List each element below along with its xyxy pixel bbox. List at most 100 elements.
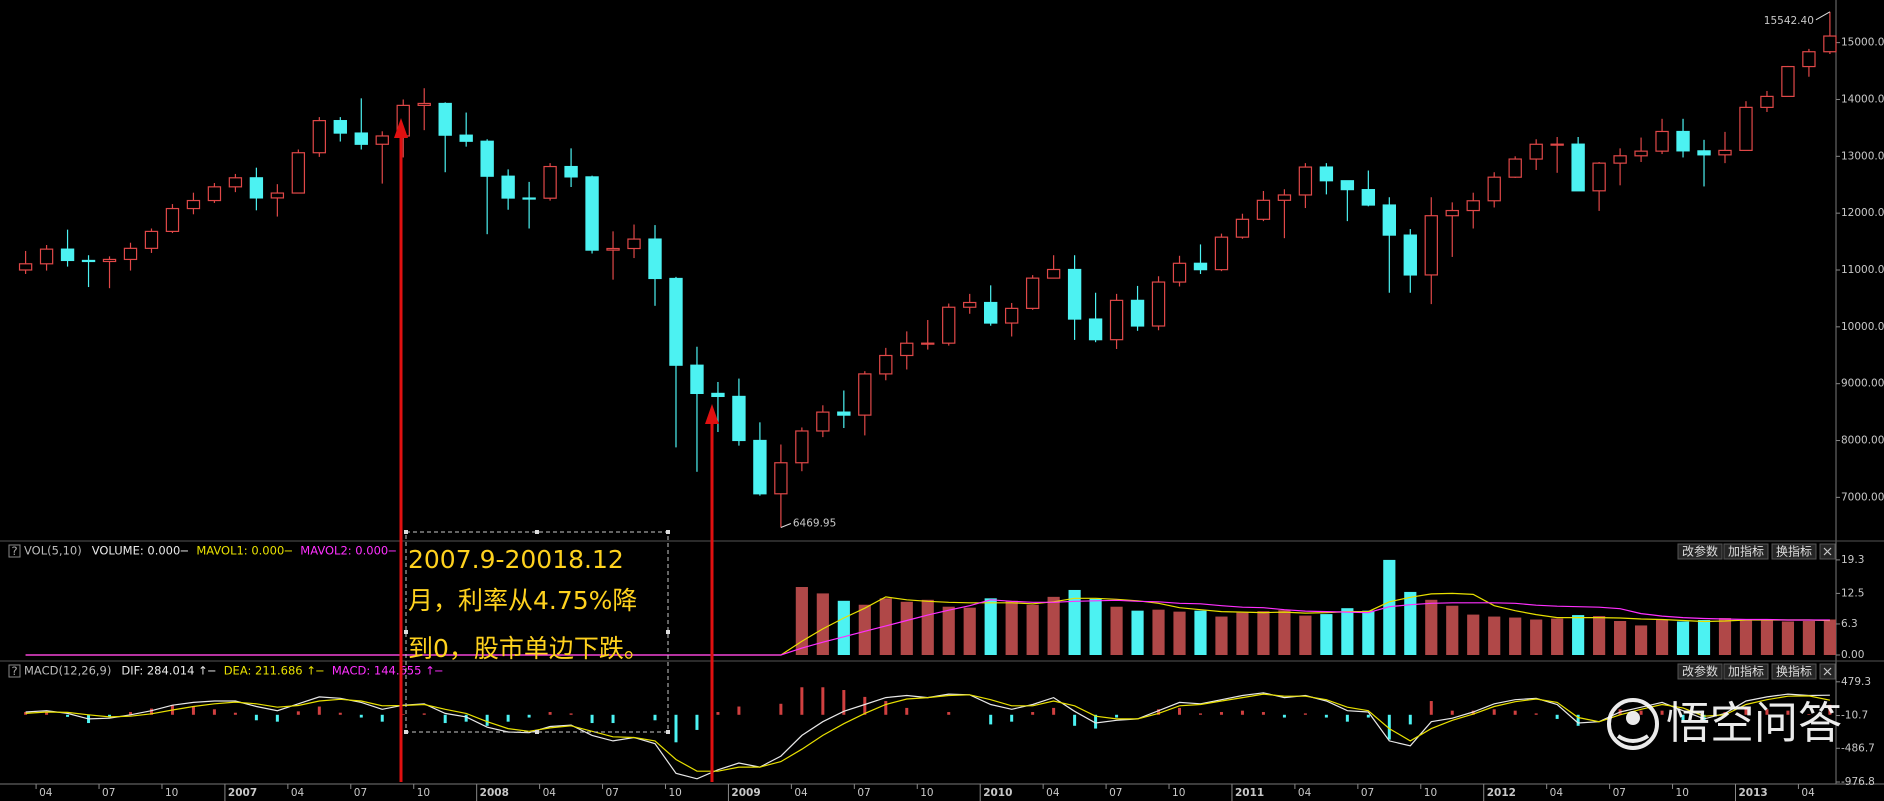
candle-body	[1067, 268, 1082, 320]
volume-bar	[1614, 621, 1627, 655]
x-tick-label: 04	[1801, 787, 1815, 799]
handle	[535, 730, 539, 734]
x-tick-label: 2009	[731, 787, 760, 799]
button[interactable]	[1771, 663, 1817, 680]
help-box[interactable]	[8, 664, 21, 678]
x-tick-label: 10	[165, 787, 178, 799]
volume-bar	[1530, 619, 1543, 655]
candle-body	[1025, 277, 1040, 309]
candle-body	[816, 411, 830, 432]
x-tick-label: 04	[1550, 787, 1564, 799]
header-sep: −	[283, 544, 293, 558]
candle-body	[354, 132, 368, 145]
y-tick-label: 15000.00	[1841, 37, 1884, 49]
y-tick-label: 0.00	[1841, 649, 1864, 661]
x-tick-label: 10	[920, 787, 933, 799]
candle-body	[1487, 176, 1501, 202]
volume-bar	[1194, 610, 1207, 655]
candle-body	[186, 199, 201, 210]
button-label[interactable]: 改参数	[1682, 544, 1718, 559]
x-tick-label: 10	[1172, 787, 1185, 799]
y-tick-label: 6.3	[1841, 618, 1858, 630]
candle-body	[1718, 149, 1732, 156]
candle-body	[1298, 166, 1313, 196]
button[interactable]	[1677, 663, 1723, 680]
button-label[interactable]: 换指标	[1776, 664, 1812, 679]
x-tick-label: 07	[606, 787, 619, 799]
volume-bar	[1781, 621, 1795, 655]
volume-bar	[1593, 616, 1606, 655]
arrow-head	[705, 404, 719, 424]
candle-body	[1592, 162, 1606, 192]
logo	[1616, 734, 1650, 743]
volume-bar	[1173, 611, 1186, 655]
label-leader	[1815, 11, 1831, 21]
button[interactable]	[1723, 543, 1769, 560]
candle-body	[417, 102, 431, 106]
candle-body	[18, 263, 33, 271]
button[interactable]	[1771, 543, 1817, 560]
button-label[interactable]: 改参数	[1682, 664, 1718, 679]
candle-body	[1529, 143, 1543, 160]
button[interactable]	[1677, 543, 1723, 560]
button[interactable]	[1723, 663, 1769, 680]
low-label: 6469.95	[793, 517, 836, 529]
candle-body	[1172, 262, 1187, 283]
volume-bar	[879, 598, 892, 655]
logo	[1626, 711, 1640, 725]
header-item: MAVOL2: 0.000	[300, 544, 388, 558]
help-icon[interactable]: ?	[11, 664, 17, 678]
note-line: 月，利率从4.75%降	[408, 586, 637, 615]
help-box[interactable]	[8, 544, 21, 558]
candle-body	[270, 192, 285, 199]
candle-body	[921, 342, 935, 345]
high-label: 15542.40	[1764, 15, 1814, 27]
volume-bar	[942, 606, 955, 655]
candle-body	[984, 301, 998, 324]
x-tick-label: 2012	[1487, 787, 1516, 799]
x-tick-label: 2007	[228, 787, 257, 799]
candle-body	[144, 230, 159, 249]
dea-line	[25, 693, 1831, 772]
candle-body	[249, 177, 264, 199]
candle-body	[963, 301, 977, 308]
button-label[interactable]: 加指标	[1728, 544, 1764, 559]
candle-body	[1508, 158, 1522, 178]
button-label[interactable]: 换指标	[1776, 544, 1812, 559]
y-tick-label: 479.3	[1841, 676, 1871, 688]
candle-body	[81, 259, 96, 263]
candle-body	[606, 247, 620, 251]
volume-bar	[1278, 610, 1291, 655]
candle-body	[1424, 215, 1438, 276]
candle-body	[1571, 143, 1585, 192]
candle-body	[1760, 95, 1774, 108]
candle-body	[1235, 218, 1250, 238]
volume-bar	[1551, 618, 1564, 655]
y-tick-label: 9000.00	[1841, 378, 1884, 390]
button-label[interactable]: 加指标	[1728, 664, 1764, 679]
candle-body	[774, 462, 788, 495]
candle-body	[375, 135, 389, 145]
candle-body	[1613, 155, 1627, 164]
volume-bar	[1383, 559, 1396, 655]
candle-body	[1739, 106, 1753, 152]
volume-bar	[921, 599, 934, 655]
help-icon[interactable]: ?	[11, 544, 17, 558]
volume-bar	[1760, 619, 1774, 655]
volume-bar	[1089, 598, 1102, 655]
header-item: DEA: 211.686 ↑	[224, 664, 316, 678]
note-line: 到0，股市单边下跌。	[408, 634, 649, 663]
header-item: MAVOL1: 0.000	[196, 544, 284, 558]
candle-body	[1403, 234, 1417, 276]
volume-bar	[858, 604, 871, 655]
label-leader	[780, 523, 792, 528]
volume-bar	[1299, 615, 1312, 655]
candle-body	[1046, 268, 1061, 279]
candle-body	[1466, 200, 1480, 212]
volume-bar	[1026, 604, 1039, 655]
candle-body	[627, 238, 641, 250]
x-tick-label: 10	[668, 787, 681, 799]
header-sep: −	[434, 664, 444, 678]
